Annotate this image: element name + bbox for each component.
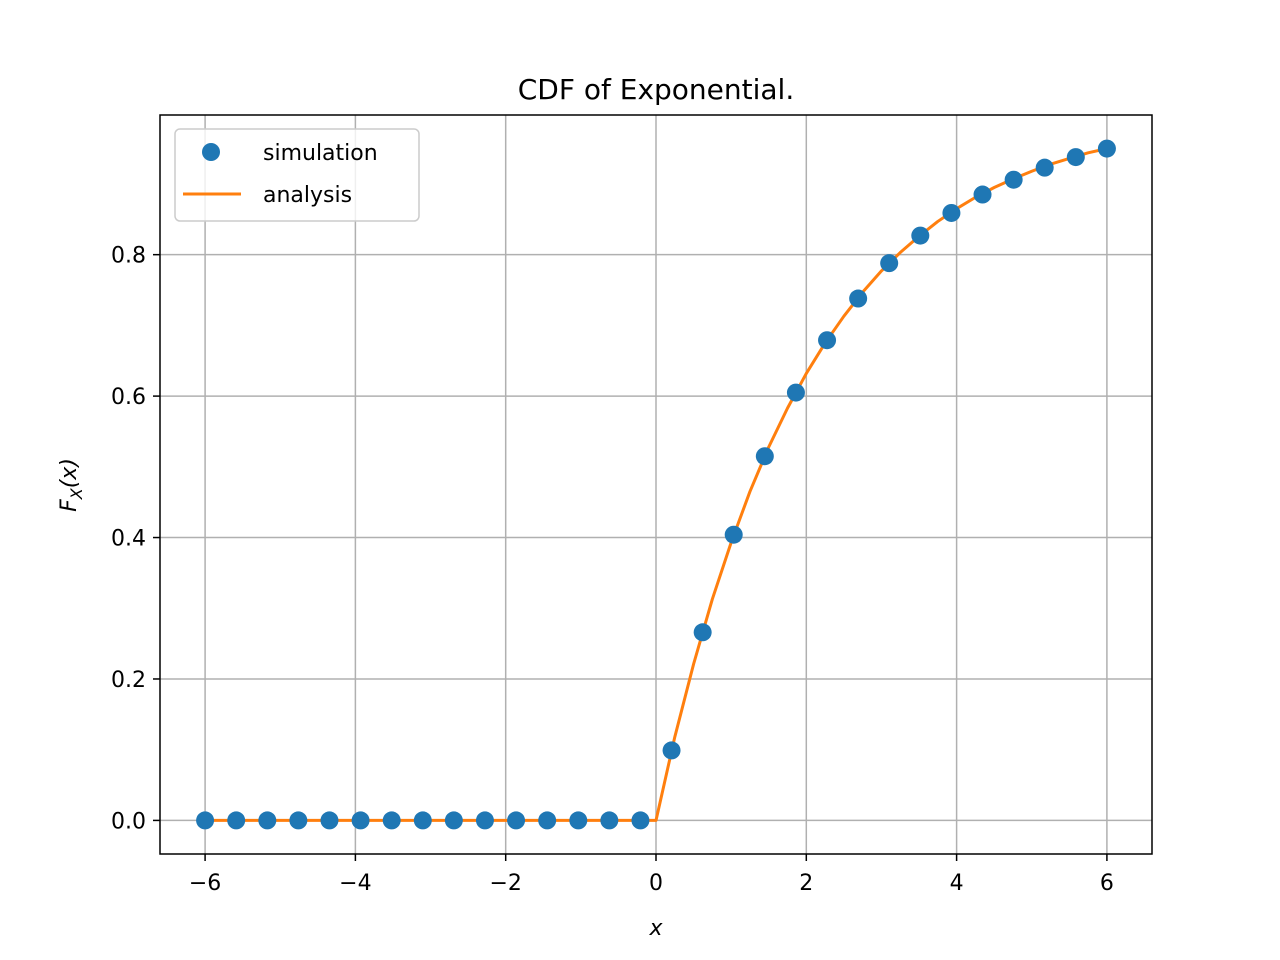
simulation-point bbox=[693, 623, 712, 642]
legend-simulation-marker bbox=[202, 143, 220, 161]
simulation-point bbox=[507, 811, 526, 830]
x-tick-label: −6 bbox=[189, 871, 221, 896]
simulation-point bbox=[849, 289, 868, 308]
simulation-point bbox=[786, 383, 805, 402]
y-axis-label-base: F bbox=[57, 499, 82, 512]
y-axis-ticks: 0.0 0.2 0.4 0.6 0.8 bbox=[111, 244, 160, 834]
y-tick-label: 0.6 bbox=[111, 385, 146, 410]
legend-box bbox=[174, 128, 420, 222]
simulation-point bbox=[289, 811, 308, 830]
x-axis-ticks: −6 −4 −2 0 2 4 6 bbox=[189, 854, 1114, 896]
simulation-point bbox=[662, 741, 681, 760]
simulation-point bbox=[600, 811, 619, 830]
legend-analysis-label: analysis bbox=[263, 183, 352, 208]
simulation-point bbox=[227, 811, 246, 830]
simulation-point bbox=[1004, 170, 1023, 189]
simulation-point bbox=[320, 811, 339, 830]
x-tick-label: 2 bbox=[799, 871, 813, 896]
simulation-point bbox=[911, 226, 930, 245]
y-tick-label: 0.0 bbox=[111, 809, 146, 834]
simulation-point bbox=[880, 254, 899, 273]
simulation-point bbox=[196, 811, 215, 830]
x-tick-label: 6 bbox=[1100, 871, 1114, 896]
simulation-point bbox=[1035, 158, 1054, 177]
simulation-point bbox=[1097, 139, 1116, 158]
x-tick-label: −2 bbox=[489, 871, 521, 896]
x-axis-label: x bbox=[648, 916, 663, 941]
y-tick-label: 0.4 bbox=[111, 527, 146, 552]
simulation-point bbox=[569, 811, 588, 830]
series-simulation bbox=[196, 139, 1116, 830]
y-axis-label-rest: (x) bbox=[57, 458, 82, 488]
legend: simulation analysis bbox=[174, 128, 420, 222]
y-tick-label: 0.2 bbox=[111, 668, 146, 693]
simulation-point bbox=[973, 185, 992, 204]
y-tick-label: 0.8 bbox=[111, 244, 146, 269]
y-axis-label-sub: X bbox=[67, 487, 86, 500]
simulation-point bbox=[258, 811, 277, 830]
simulation-point bbox=[413, 811, 432, 830]
simulation-point bbox=[538, 811, 557, 830]
simulation-point bbox=[382, 811, 401, 830]
chart-title: CDF of Exponential. bbox=[518, 73, 795, 106]
y-axis-label: FX(x) bbox=[57, 458, 86, 512]
simulation-point bbox=[755, 447, 774, 466]
simulation-point bbox=[475, 811, 494, 830]
simulation-point bbox=[1066, 148, 1085, 167]
x-tick-label: 4 bbox=[950, 871, 964, 896]
simulation-point bbox=[818, 331, 837, 350]
x-tick-label: 0 bbox=[649, 871, 663, 896]
simulation-point bbox=[351, 811, 370, 830]
x-tick-label: −4 bbox=[339, 871, 371, 896]
simulation-point bbox=[942, 203, 961, 222]
simulation-point bbox=[631, 811, 650, 830]
simulation-point bbox=[724, 525, 743, 544]
legend-simulation-label: simulation bbox=[263, 141, 378, 166]
simulation-point bbox=[444, 811, 463, 830]
